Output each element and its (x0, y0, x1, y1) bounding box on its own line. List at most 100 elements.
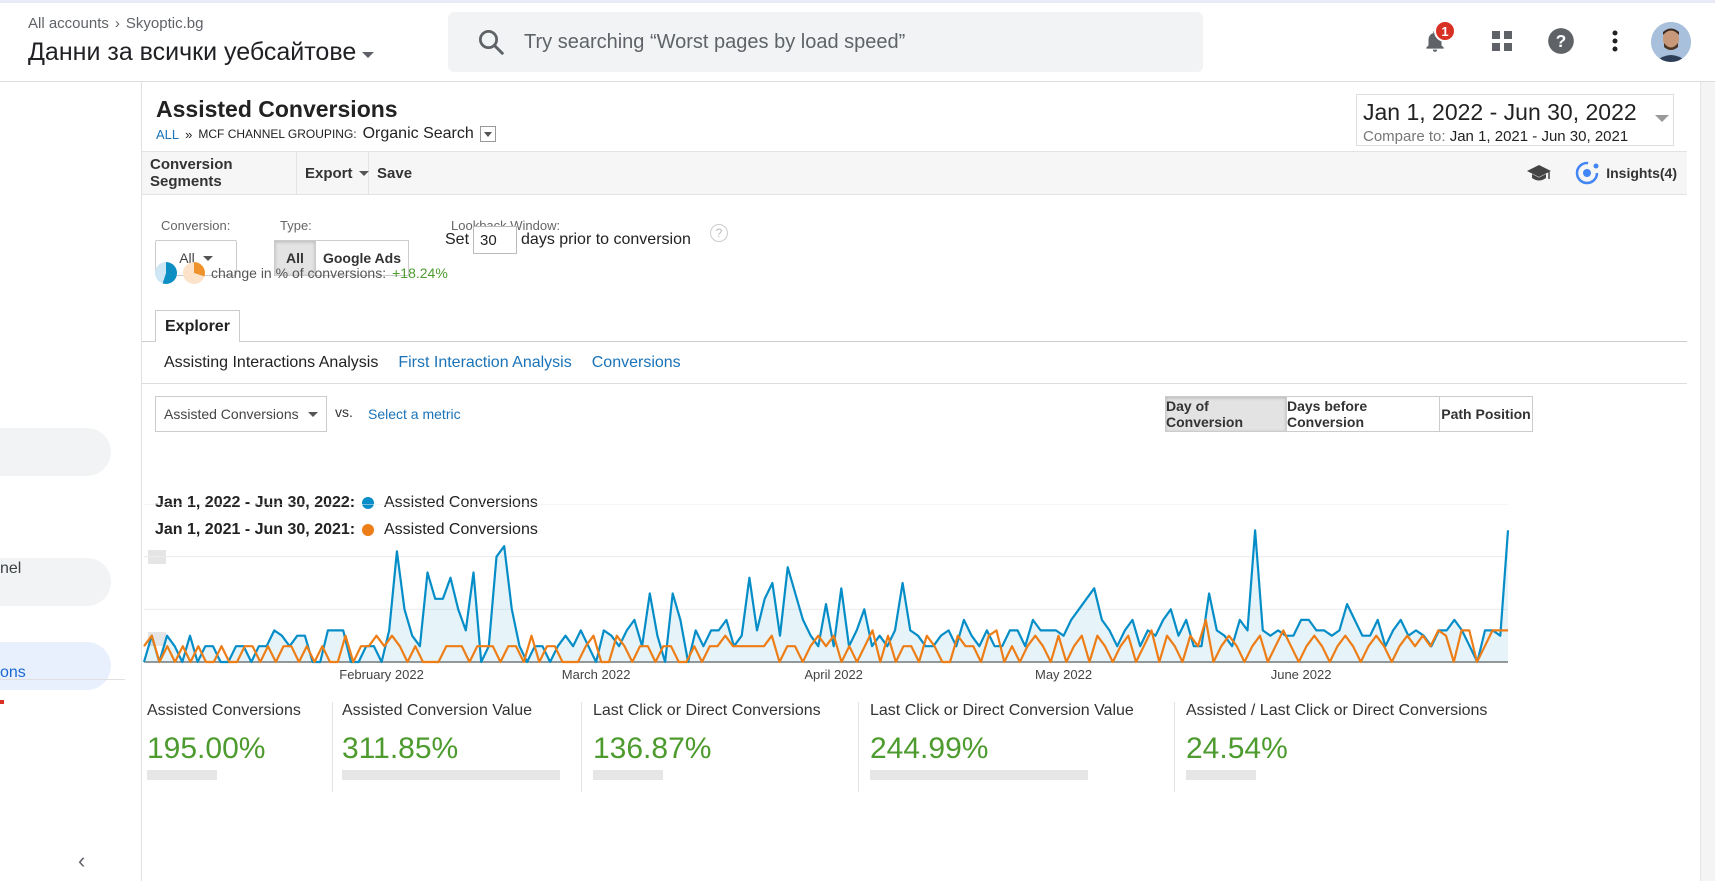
view-days-before-conversion[interactable]: Days before Conversion (1286, 396, 1440, 432)
lookback-days-input[interactable] (473, 226, 518, 254)
page-scrollbar[interactable] (1700, 82, 1715, 881)
notifications-button[interactable]: 1 (1418, 20, 1456, 58)
top-header: All accounts › Skyoptic.bg Данни за всич… (0, 0, 1715, 82)
caret-down-icon (1655, 115, 1669, 122)
date-range-picker[interactable]: Jan 1, 2022 - Jun 30, 2022 Compare to: J… (1356, 94, 1674, 146)
pie-current-icon (155, 262, 177, 284)
summary-compare-hidden (342, 770, 560, 780)
help-button[interactable]: ? (1544, 24, 1578, 58)
lookback-row: Set days prior to conversion (445, 226, 691, 254)
legend-current-dot (362, 497, 374, 509)
subtab-conversions[interactable]: Conversions (591, 354, 681, 371)
type-all-toggle[interactable]: All (274, 240, 316, 276)
notification-count-badge: 1 (1434, 20, 1456, 42)
view-day-of-conversion-label: Day of Conversion (1166, 398, 1244, 430)
view-path-position[interactable]: Path Position (1439, 396, 1533, 432)
x-tick-label: April 2022 (804, 667, 863, 682)
pie-previous-icon (183, 262, 205, 284)
crumb-separator: » (185, 126, 193, 142)
property-view-selector[interactable]: Данни за всички уебсайтове (28, 38, 375, 67)
summary-value: 136.87% (593, 732, 712, 765)
tab-explorer-label: Explorer (165, 317, 230, 335)
apps-button[interactable] (1485, 24, 1519, 58)
sidebar-marker (0, 700, 4, 704)
change-value: +18.24% (392, 265, 448, 281)
line-chart: February 2022 March 2022 April 2022 May 202… (142, 504, 1510, 682)
account-breadcrumb[interactable]: All accounts › Skyoptic.bg (28, 15, 203, 32)
summary-compare-hidden (870, 770, 1088, 780)
insights-button[interactable]: Insights(4) (1574, 152, 1677, 194)
subtab-assisting-interactions[interactable]: Assisting Interactions Analysis (164, 354, 379, 371)
help-question-icon[interactable]: ? (710, 224, 728, 242)
series-area-current (144, 530, 1508, 662)
summary-divider (581, 702, 582, 792)
legend-previous-range: Jan 1, 2021 - Jun 30, 2021: (155, 521, 356, 538)
conversion-segments-button[interactable]: Conversion Segments (142, 152, 297, 194)
compare-range: Jan 1, 2021 - Jun 30, 2021 (1449, 128, 1629, 145)
sidebar-divider (0, 679, 125, 680)
series-line-current (142, 529, 1510, 664)
crumb-all-link[interactable]: ALL (156, 126, 180, 142)
sidebar-item-collapsed[interactable] (0, 428, 111, 476)
explorer-subtabs: Assisting Interactions Analysis First In… (164, 354, 681, 372)
report-toolbar: Conversion Segments Export Save Insights… (142, 151, 1687, 195)
save-button[interactable]: Save (369, 152, 420, 194)
vs-label: vs. (335, 404, 353, 420)
more-vert-icon (1612, 30, 1618, 52)
metric-value: Assisted Conversions (164, 406, 299, 422)
search-bar[interactable] (448, 12, 1203, 72)
compare-range-row: Compare to: Jan 1, 2021 - Jun 30, 2021 (1363, 128, 1628, 145)
apps-grid-icon (1492, 31, 1512, 51)
avatar-image (1651, 22, 1691, 62)
summary-value: 24.54% (1186, 732, 1288, 765)
sidebar-item-conversions[interactable] (0, 642, 111, 690)
breadcrumb-account[interactable]: All accounts (28, 15, 109, 32)
legend-previous-dot (362, 524, 374, 536)
dimension-dropdown-button[interactable] (479, 126, 496, 142)
view-day-of-conversion[interactable]: Day of Conversion (1165, 396, 1287, 432)
x-tick-label: June 2022 (1271, 667, 1332, 682)
compare-label: Compare to: (1363, 128, 1446, 145)
metric-dropdown[interactable]: Assisted Conversions (155, 396, 327, 432)
sidebar-item-channels-label: nel (0, 560, 22, 577)
svg-text:?: ? (1556, 31, 1567, 51)
legend-current: Jan 1, 2022 - Jun 30, 2022: Assisted Con… (155, 494, 538, 512)
summary-compare-hidden (147, 770, 217, 780)
summary-metrics: Assisted Conversions 195.00% Assisted Co… (142, 702, 1687, 872)
user-avatar[interactable] (1651, 22, 1691, 62)
summary-compare-hidden (593, 770, 663, 780)
collapse-sidebar-icon[interactable]: ‹ (78, 848, 86, 873)
view-path-position-label: Path Position (1441, 406, 1531, 422)
summary-last-click-conversion-value: Last Click or Direct Conversion Value 24… (870, 702, 1170, 792)
crumb-dimension: MCF Channel Grouping: (198, 127, 357, 141)
save-label: Save (377, 164, 413, 182)
summary-compare-hidden (1186, 770, 1256, 780)
conversion-change-summary: change in % of conversions: +18.24% (155, 262, 448, 284)
insights-label: Insights(4) (1606, 165, 1677, 181)
export-label: Export (305, 164, 353, 182)
legend-current-range: Jan 1, 2022 - Jun 30, 2022: (155, 494, 356, 511)
search-input[interactable] (524, 30, 1174, 54)
graduation-cap-icon[interactable] (1526, 163, 1552, 183)
type-google-ads-toggle[interactable]: Google Ads (315, 240, 409, 276)
summary-value: 311.85% (342, 732, 459, 765)
x-tick-label: May 2022 (1035, 667, 1092, 682)
sidebar-item-channels[interactable] (0, 558, 111, 606)
tab-explorer[interactable]: Explorer (155, 310, 240, 342)
report-breadcrumb: ALL » MCF Channel Grouping: Organic Sear… (156, 125, 496, 143)
change-text: change in % of conversions: (211, 265, 387, 281)
summary-value: 244.99% (870, 732, 989, 765)
sidebar-item-conversions-label: ons (0, 664, 26, 681)
summary-label: Last Click or Direct Conversion Value (870, 702, 1134, 719)
series-line-previous (143, 618, 1508, 664)
more-options-button[interactable] (1598, 24, 1632, 58)
type-google-ads-label: Google Ads (322, 250, 402, 266)
lookback-set-label: Set (445, 231, 470, 248)
subtab-first-interaction[interactable]: First Interaction Analysis (398, 354, 572, 371)
conversion-label: Conversion: (161, 218, 231, 233)
caret-down-icon (358, 170, 369, 176)
summary-assisted-conversion-value: Assisted Conversion Value 311.85% (342, 702, 572, 792)
select-metric-link[interactable]: Select a metric (368, 406, 461, 422)
export-button[interactable]: Export (297, 152, 369, 194)
breadcrumb-property[interactable]: Skyoptic.bg (125, 15, 204, 32)
